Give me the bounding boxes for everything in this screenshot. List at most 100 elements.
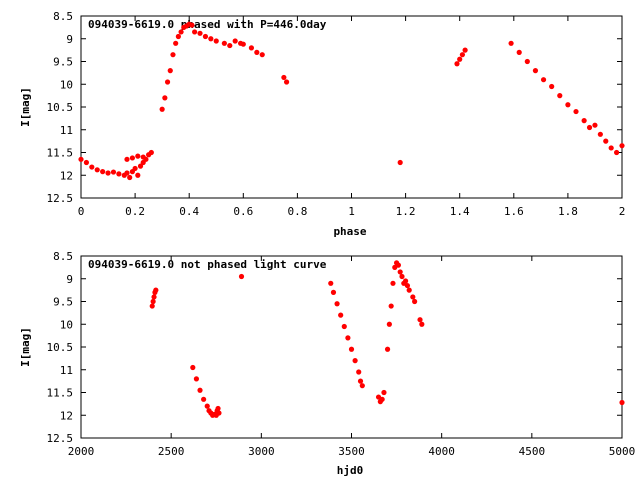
phased-y-tick-label: 8.5: [53, 10, 73, 23]
phased-x-tick-label: 1.8: [558, 205, 578, 218]
phased-y-tick-label: 9.5: [53, 56, 73, 69]
phased-data-point: [189, 22, 195, 28]
phased-data-point: [603, 138, 609, 144]
unphased-data-point: [197, 387, 203, 393]
phased-data-point: [116, 171, 122, 177]
unphased-axis-ticks: 2000 2500 3000 3500 4000 4500 5000 8.5 9 9.5 10 10.…: [47, 250, 636, 458]
unphased-x-axis-label: hjd0: [337, 464, 364, 477]
unphased-data-point: [190, 364, 196, 371]
phased-data-point: [129, 155, 135, 161]
unphased-data-point: [406, 287, 412, 293]
unphased-data-point: [151, 294, 157, 300]
unphased-data-point: [384, 346, 391, 352]
unphased-panel: 094039-6619.0 not phased light curve hjd…: [19, 250, 635, 477]
phased-data-point: [127, 174, 133, 181]
phased-data-point: [592, 122, 598, 128]
phased-x-tick-label: 1.2: [396, 205, 416, 218]
unphased-data-point: [399, 273, 405, 280]
unphased-data-point: [403, 278, 409, 284]
unphased-plot-title: 094039-6619.0 not phased light curve: [88, 258, 327, 271]
unphased-x-tick-label: 2500: [158, 445, 185, 458]
unphased-data-point: [149, 303, 155, 309]
phased-data-point: [167, 68, 173, 74]
unphased-data-point: [328, 280, 334, 286]
phased-x-tick-label: 0.2: [125, 205, 145, 218]
phased-data-point: [89, 164, 95, 170]
unphased-x-tick-label: 2000: [68, 445, 95, 458]
phased-y-tick-label: 11: [60, 124, 73, 137]
phased-data-point: [159, 106, 165, 112]
phased-data-point: [137, 163, 144, 169]
unphased-data-point: [357, 378, 364, 384]
unphased-data-point: [150, 298, 156, 305]
phased-x-tick-label: 0: [78, 205, 85, 218]
unphased-data-point: [201, 396, 207, 402]
phased-data-point: [540, 77, 547, 83]
phased-y-tick-label: 12: [60, 169, 73, 182]
unphased-y-tick-label: 12.5: [47, 432, 74, 445]
phased-data-point: [227, 42, 233, 49]
phased-plot-title: 094039-6619.0 phased with P=446.0day: [88, 18, 327, 31]
unphased-y-tick-label: 10: [60, 318, 73, 331]
phased-data-point: [586, 124, 593, 131]
phased-y-tick-label: 10: [60, 78, 73, 91]
phased-data-point: [259, 52, 265, 58]
phased-x-tick-label: 0.8: [287, 205, 307, 218]
phased-y-tick-label: 10.5: [47, 101, 74, 114]
phased-data-point: [557, 93, 563, 99]
unphased-data-point: [404, 282, 411, 289]
unphased-y-tick-label: 9.5: [53, 296, 73, 309]
phased-data-point: [532, 68, 539, 74]
phased-data-point: [170, 52, 176, 58]
phased-data-point: [581, 118, 587, 124]
phased-data-point: [132, 165, 138, 172]
phased-data-point: [608, 145, 614, 151]
phased-y-axis-label: I[mag]: [19, 87, 32, 127]
phased-data-point: [281, 74, 287, 81]
phased-data-point: [175, 33, 181, 40]
phased-data-point: [549, 83, 555, 90]
unphased-data-point: [153, 287, 159, 293]
unphased-data-point: [215, 405, 221, 412]
phased-data-point: [192, 29, 198, 35]
unphased-x-tick-label: 5000: [609, 445, 636, 458]
phased-data-point: [240, 41, 246, 47]
phased-data-point: [213, 38, 219, 44]
unphased-data-point: [204, 403, 210, 409]
unphased-x-tick-label: 4000: [428, 445, 455, 458]
phased-data-point: [462, 47, 468, 53]
unphased-data-point: [334, 301, 340, 307]
phased-data-point: [457, 56, 463, 62]
unphased-data-point: [345, 335, 351, 341]
phased-data-point: [105, 170, 111, 176]
phased-x-tick-label: 2: [619, 205, 626, 218]
phased-data-point: [140, 154, 146, 160]
phased-data-point: [135, 153, 141, 159]
phased-data-point: [197, 30, 203, 36]
phased-data-point: [516, 49, 522, 56]
unphased-y-axis-label: I[mag]: [19, 327, 32, 367]
phased-data-point: [208, 36, 214, 42]
unphased-data-point: [388, 303, 394, 309]
unphased-data-point: [238, 273, 245, 280]
phased-data-point: [232, 38, 238, 44]
phased-y-tick-label: 9: [66, 33, 73, 46]
unphased-data-point: [216, 410, 222, 416]
phased-x-tick-label: 1: [348, 205, 355, 218]
unphased-x-tick-label: 4500: [519, 445, 546, 458]
phased-data-point: [619, 143, 625, 149]
phased-data-point: [524, 58, 530, 65]
unphased-data-point: [410, 294, 416, 300]
unphased-data-point: [390, 280, 396, 286]
phased-data-point: [148, 149, 154, 156]
phased-panel: 094039-6619.0 phased with P=446.0day pha…: [19, 10, 625, 238]
unphased-data-point: [348, 346, 355, 352]
unphased-data-point: [619, 399, 625, 406]
unphased-x-tick-label: 3000: [248, 445, 275, 458]
unphased-data-point: [341, 323, 347, 330]
phased-x-tick-label: 0.6: [233, 205, 253, 218]
unphased-data-point: [397, 269, 403, 275]
phased-data-points: [78, 21, 625, 181]
